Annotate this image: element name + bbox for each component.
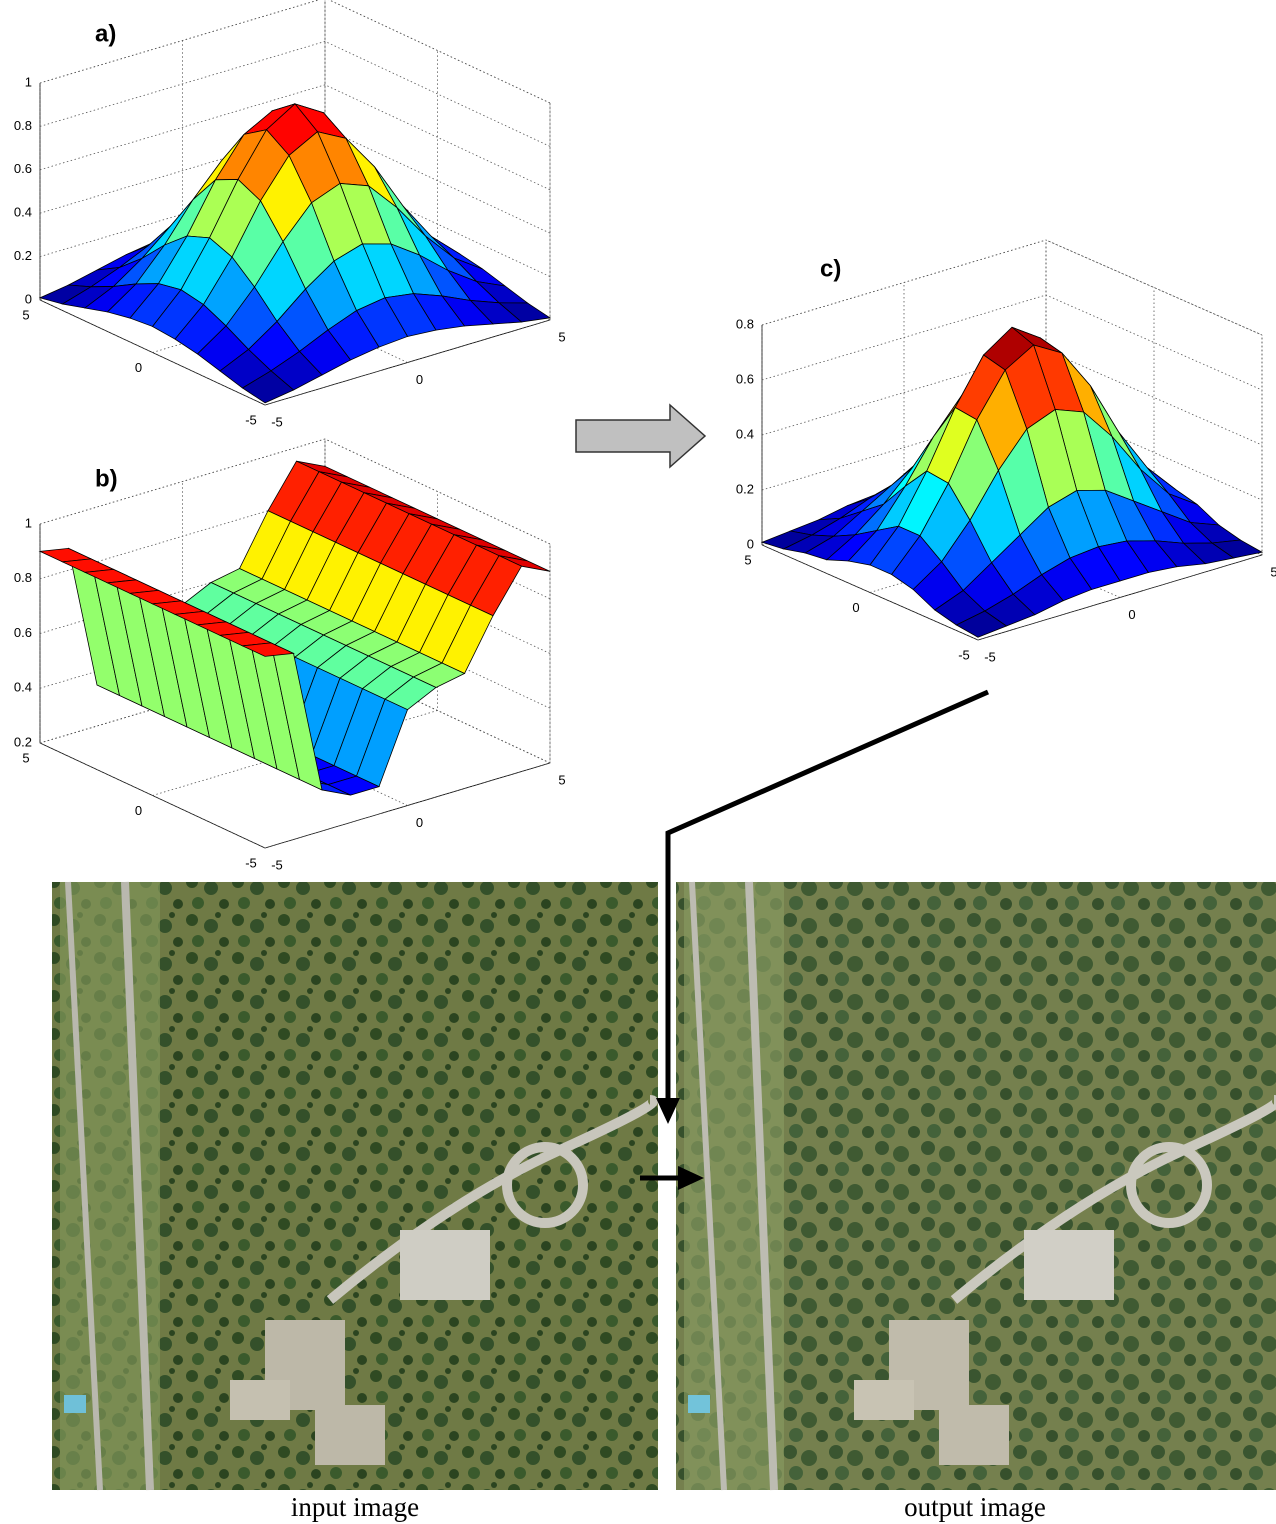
z-tick-label: 0.8 — [14, 118, 32, 133]
z-tick-label: 0.2 — [736, 481, 754, 496]
surface-plot: 0.2 0.4 0.6 0.8 1 -5 0 5 -5 0 5 b) — [14, 438, 566, 872]
y-tick-label: 0 — [852, 600, 859, 615]
z-tick-label: 0.8 — [14, 570, 32, 585]
grid-line — [39, 84, 551, 191]
arrow-head — [656, 1098, 680, 1124]
x-tick-label: 0 — [1128, 607, 1135, 622]
z-tick-label: 0 — [747, 536, 754, 551]
z-tick-label: 0.2 — [14, 734, 32, 749]
x-tick-label: 5 — [558, 772, 565, 787]
grid-line — [264, 103, 551, 406]
z-tick-label: 0.4 — [14, 680, 32, 695]
x-tick-label: 5 — [1270, 564, 1276, 579]
surface-cell — [955, 610, 1008, 638]
connector-arrow — [665, 689, 990, 1103]
image-caption: input image — [291, 1492, 419, 1522]
arrow-head — [678, 1166, 704, 1190]
surface-cell — [241, 642, 295, 657]
panel-label: a) — [95, 20, 116, 47]
y-tick-label: 0 — [135, 360, 142, 375]
y-tick-label: -5 — [245, 412, 257, 427]
input-photo — [52, 881, 659, 1491]
y-tick-label: 0 — [135, 803, 142, 818]
y-tick-label: -5 — [245, 855, 257, 870]
panel-label: b) — [95, 465, 118, 492]
surface-cell — [241, 370, 295, 404]
z-tick-label: 0.8 — [736, 316, 754, 331]
x-tick-label: -5 — [984, 649, 996, 664]
x-tick-label: -5 — [271, 414, 283, 429]
z-tick-label: 0.6 — [14, 161, 32, 176]
z-tick-label: 0.2 — [14, 248, 32, 263]
panel-label: c) — [820, 255, 841, 282]
output-photo — [676, 881, 1276, 1491]
x-tick-label: -5 — [271, 857, 283, 872]
z-tick-label: 1 — [25, 515, 32, 530]
y-tick-label: -5 — [958, 647, 970, 662]
x-tick-label: 0 — [416, 815, 423, 830]
grid-line — [761, 239, 1263, 336]
grid-line — [152, 491, 438, 796]
z-tick-label: 1 — [25, 74, 32, 89]
z-tick-label: 0.6 — [736, 371, 754, 386]
x-tick-label: 5 — [558, 329, 565, 344]
x-tick-label: 0 — [416, 372, 423, 387]
process-arrow — [575, 403, 707, 469]
y-tick-label: 5 — [22, 750, 29, 765]
z-tick-label: 0.4 — [14, 205, 32, 220]
grid-line — [977, 335, 1263, 641]
z-tick-label: 0 — [25, 291, 32, 306]
z-tick-label: 0.6 — [14, 625, 32, 640]
box-edge — [1045, 239, 1263, 336]
grid-line — [39, 0, 551, 104]
grid-line — [39, 40, 551, 147]
grid-line — [264, 544, 551, 849]
y-tick-label: 5 — [22, 307, 29, 322]
image-caption: output image — [904, 1492, 1046, 1522]
z-tick-label: 0.4 — [736, 426, 754, 441]
y-tick-label: 5 — [744, 552, 751, 567]
